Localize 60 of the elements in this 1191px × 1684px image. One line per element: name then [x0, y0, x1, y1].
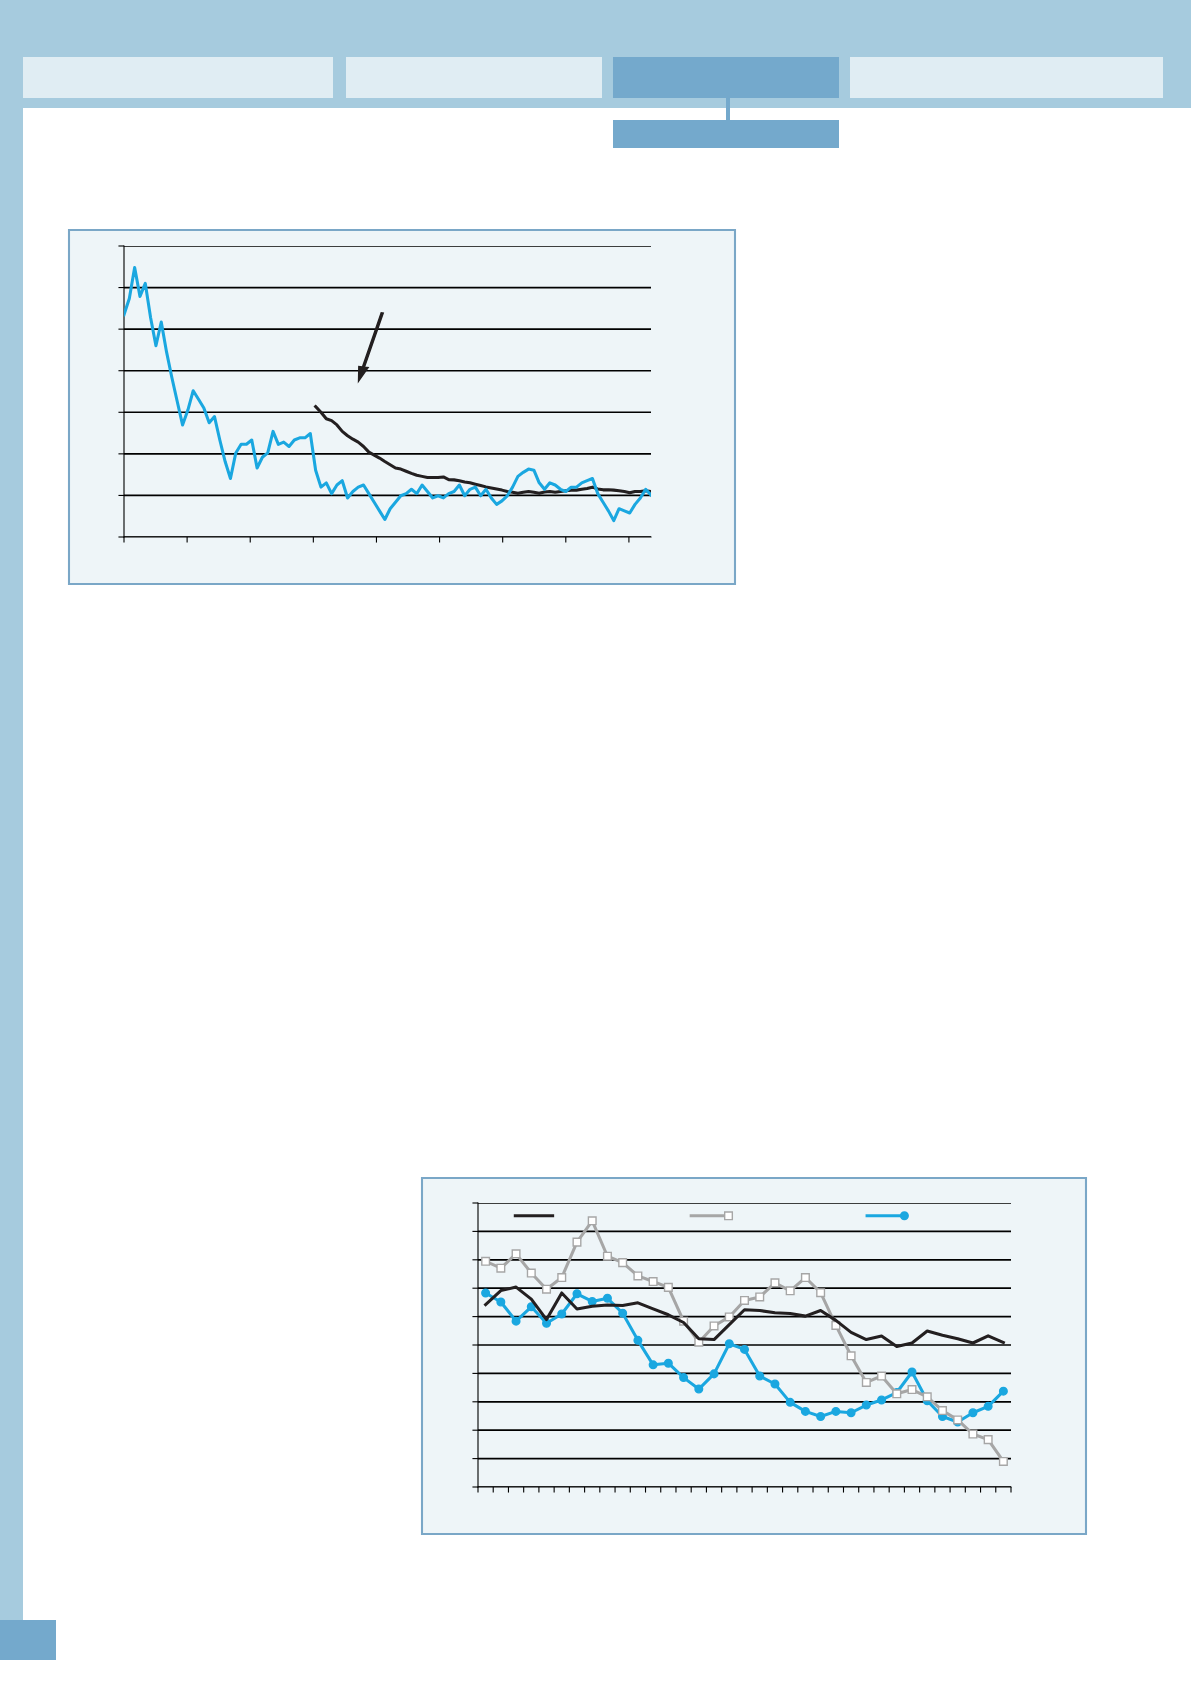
- point: [968, 1408, 978, 1418]
- point: [557, 1273, 567, 1283]
- point: [770, 1278, 780, 1288]
- point: [922, 1392, 932, 1402]
- point: [602, 1293, 612, 1303]
- point: [846, 1351, 856, 1361]
- point: [633, 1335, 643, 1345]
- point: [572, 1237, 582, 1247]
- point: [496, 1297, 506, 1307]
- point: [968, 1429, 978, 1439]
- point: [618, 1258, 628, 1268]
- point: [800, 1406, 810, 1416]
- point: [572, 1289, 582, 1299]
- point: [846, 1408, 856, 1418]
- point: [937, 1406, 947, 1416]
- point: [526, 1302, 536, 1312]
- point: [831, 1406, 841, 1416]
- point: [709, 1369, 719, 1379]
- point: [709, 1321, 719, 1331]
- point: [907, 1367, 917, 1377]
- point: [587, 1216, 597, 1226]
- point: [739, 1295, 750, 1305]
- point: [511, 1249, 521, 1259]
- point: [877, 1371, 887, 1381]
- point: [648, 1360, 658, 1370]
- point: [755, 1371, 765, 1381]
- point: [618, 1308, 628, 1318]
- point: [679, 1373, 689, 1383]
- point: [785, 1397, 795, 1407]
- point: [481, 1256, 491, 1266]
- point: [648, 1277, 658, 1287]
- point: [907, 1385, 917, 1395]
- point: [694, 1384, 704, 1394]
- point: [861, 1400, 871, 1410]
- point: [587, 1296, 597, 1306]
- point: [998, 1456, 1008, 1466]
- point: [816, 1288, 826, 1298]
- point: [755, 1292, 765, 1302]
- point: [861, 1377, 871, 1387]
- point: [877, 1395, 887, 1405]
- point: [663, 1358, 673, 1368]
- point: [542, 1284, 552, 1294]
- point: [663, 1282, 673, 1292]
- point: [983, 1401, 993, 1411]
- point: [739, 1344, 750, 1354]
- point: [983, 1435, 993, 1445]
- point: [816, 1411, 826, 1421]
- point: [724, 1312, 734, 1322]
- point: [602, 1251, 612, 1261]
- point: [633, 1271, 643, 1281]
- point: [496, 1263, 506, 1273]
- point: [511, 1316, 521, 1326]
- point: [724, 1339, 734, 1349]
- point: [557, 1309, 567, 1319]
- point: [770, 1379, 780, 1389]
- point: [800, 1273, 810, 1283]
- point: [526, 1268, 536, 1278]
- point: [785, 1286, 795, 1296]
- point: [998, 1386, 1008, 1396]
- point: [481, 1288, 491, 1298]
